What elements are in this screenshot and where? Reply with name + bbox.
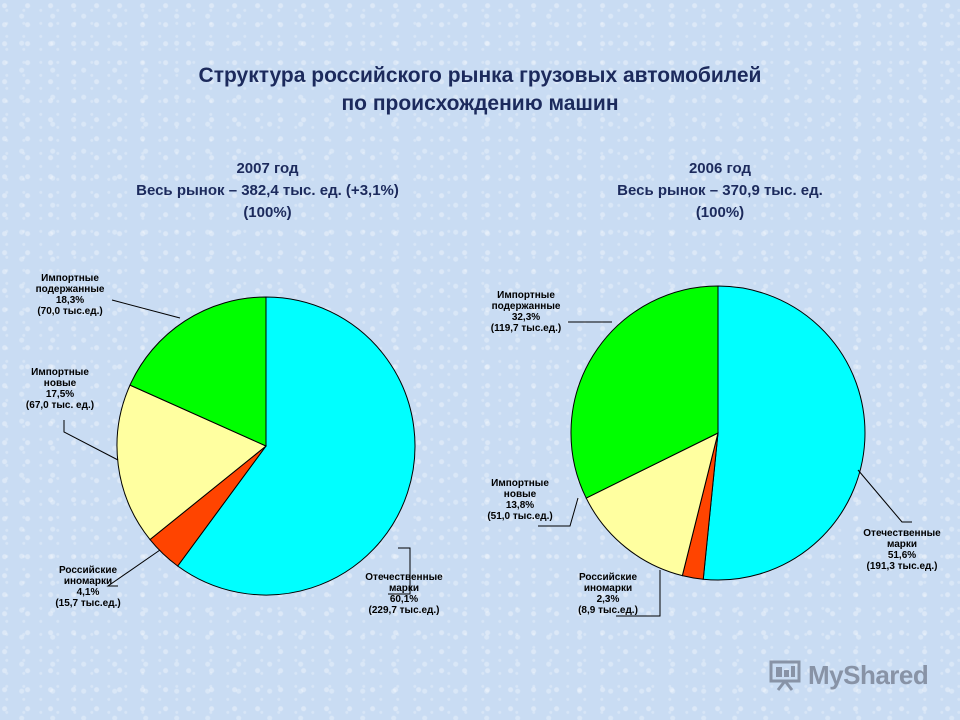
slice-import-used-2006	[570, 285, 719, 499]
chart-2007-market-pct: (100%)	[243, 204, 292, 221]
data-label-import-used-2007: Импортные подержанные 18,3% (70,0 тыс.ед.)	[36, 273, 105, 317]
slice-domestic-2006	[702, 285, 866, 581]
logo-text: MyShared	[808, 659, 929, 690]
data-label-import-new-2007: Импортные новые 17,5% (67,0 тыс. ед.)	[26, 367, 94, 411]
chart-2006-year: 2006 год	[688, 160, 752, 177]
data-label-import-used-2006: Импортные подержанные 32,3% (119,7 тыс.ед.)	[491, 290, 561, 334]
chart-2007-market: Весь рынок – 382,4 тыс. ед. (+3,1%)	[136, 182, 399, 199]
slice-import-new-2007	[116, 384, 267, 541]
pie-2007: Отечественные марки 60,1% (229,7 тыс.ед.) Ро…	[26, 273, 443, 616]
title-line-2: по происхождению машин	[341, 92, 619, 115]
chart-2007-subtitle: 2007 год Весь рынок – 382,4 тыс. ед. (+3…	[60, 158, 475, 224]
chart-2006-subtitle: 2006 год Весь рынок – 370,9 тыс. ед. (10…	[530, 158, 910, 224]
chart-2006-market: Весь рынок – 370,9 тыс. ед.	[617, 182, 823, 199]
data-label-import-new-2006: Импортные новые 13,8% (51,0 тыс.ед.)	[487, 478, 552, 522]
slice-domestic-2007	[176, 296, 416, 596]
leader-line-import-new-2006	[538, 497, 579, 527]
leader-line-domestic-2006	[857, 469, 912, 523]
leader-line-import-used-2007	[111, 299, 181, 319]
chart-2007-year: 2007 год	[236, 160, 299, 177]
data-label-domestic-2006: Отечественные марки 51,6% (191,3 тыс.ед.)	[863, 528, 941, 572]
slice-import-used-2007	[129, 296, 267, 447]
page-title: Структура российского рынка грузовых авт…	[0, 62, 960, 118]
leader-line-domestic-2007	[388, 547, 411, 595]
leader-line-import-new-2007	[63, 420, 119, 461]
chart-2006-market-pct: (100%)	[695, 204, 745, 221]
data-label-russian-foreign-2007: Российские иномарки 4,1% (15,7 тыс.ед.)	[55, 565, 120, 609]
title-line-1: Структура российского рынка грузовых авт…	[198, 64, 762, 87]
data-label-russian-foreign-2006: Российские иномарки 2,3% (8,9 тыс.ед.)	[578, 572, 638, 616]
leader-line-russian-foreign-2007	[106, 549, 161, 587]
logo: MyShared	[768, 655, 929, 695]
leader-line-russian-foreign-2006	[616, 570, 661, 617]
data-label-domestic-2007: Отечественные марки 60,1% (229,7 тыс.ед.)	[365, 572, 443, 616]
presentation-icon	[769, 660, 801, 691]
pie-2006: Отечественные марки 51,6% (191,3 тыс.ед.) Ро…	[487, 285, 941, 617]
slice-import-new-2006	[585, 432, 719, 577]
